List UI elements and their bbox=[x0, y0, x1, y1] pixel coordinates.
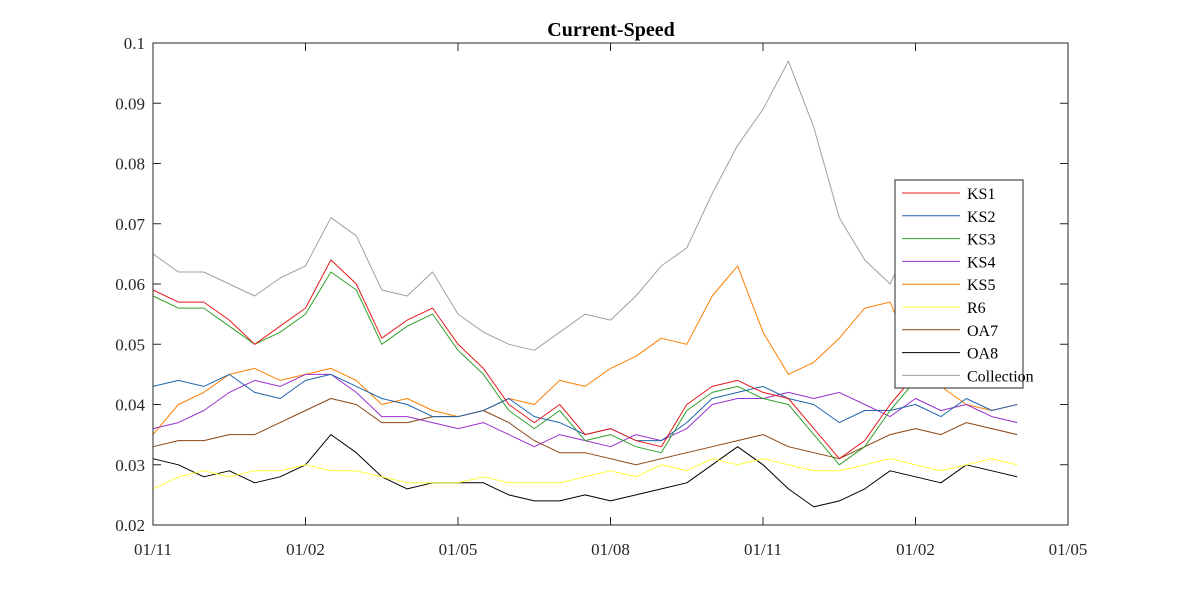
series-line-ks1 bbox=[152, 259, 1018, 460]
series-line-oa8 bbox=[152, 434, 1018, 508]
axes: 0.02 0.03 0.04 0.05 0.06 0.07 0.08 0.09 0.1 01/11… bbox=[115, 34, 1087, 559]
y-tick-label: 0.02 bbox=[115, 516, 145, 535]
y-tick-label: 0.1 bbox=[124, 34, 145, 53]
chart-title: Current-Speed bbox=[547, 19, 674, 41]
legend-label-oa7: OA7 bbox=[967, 323, 998, 340]
x-tick-label: 01/02 bbox=[286, 540, 325, 559]
legend-label-ks5: KS5 bbox=[967, 277, 995, 294]
series-line-ks3 bbox=[152, 271, 1018, 466]
legend-label-ks3: KS3 bbox=[967, 232, 995, 249]
legend-label-ks2: KS2 bbox=[967, 209, 995, 226]
legend-label-r6: R6 bbox=[967, 300, 986, 317]
legend-label-oa8: OA8 bbox=[967, 346, 998, 363]
y-tick-label: 0.09 bbox=[115, 94, 145, 113]
x-tick-label: 01/11 bbox=[134, 540, 172, 559]
y-tick-label: 0.08 bbox=[115, 155, 145, 174]
plot-area bbox=[152, 60, 1018, 508]
series-line-oa7 bbox=[152, 398, 1018, 466]
y-tick-label: 0.06 bbox=[115, 275, 145, 294]
x-tick-label: 01/05 bbox=[439, 540, 478, 559]
series-line-ks5 bbox=[152, 265, 1018, 435]
y-tick-label: 0.05 bbox=[115, 335, 145, 354]
x-tick-label: 01/05 bbox=[1049, 540, 1088, 559]
x-tick-label: 01/11 bbox=[744, 540, 782, 559]
series-line-r6 bbox=[152, 458, 1018, 490]
x-tick-label: 01/02 bbox=[896, 540, 935, 559]
series-line-collection bbox=[152, 60, 1018, 351]
y-tick-label: 0.04 bbox=[115, 396, 145, 415]
legend-label-ks1: KS1 bbox=[967, 186, 995, 203]
legend: KS1 KS2 KS3 KS4 KS5 R6 OA7 OA8 Collection bbox=[894, 179, 1034, 389]
legend-label-ks4: KS4 bbox=[967, 254, 995, 271]
legend-label-collection: Collection bbox=[967, 368, 1034, 385]
y-tick-label: 0.03 bbox=[115, 456, 145, 475]
y-tick-label: 0.07 bbox=[115, 215, 145, 234]
x-tick-label: 01/08 bbox=[591, 540, 630, 559]
